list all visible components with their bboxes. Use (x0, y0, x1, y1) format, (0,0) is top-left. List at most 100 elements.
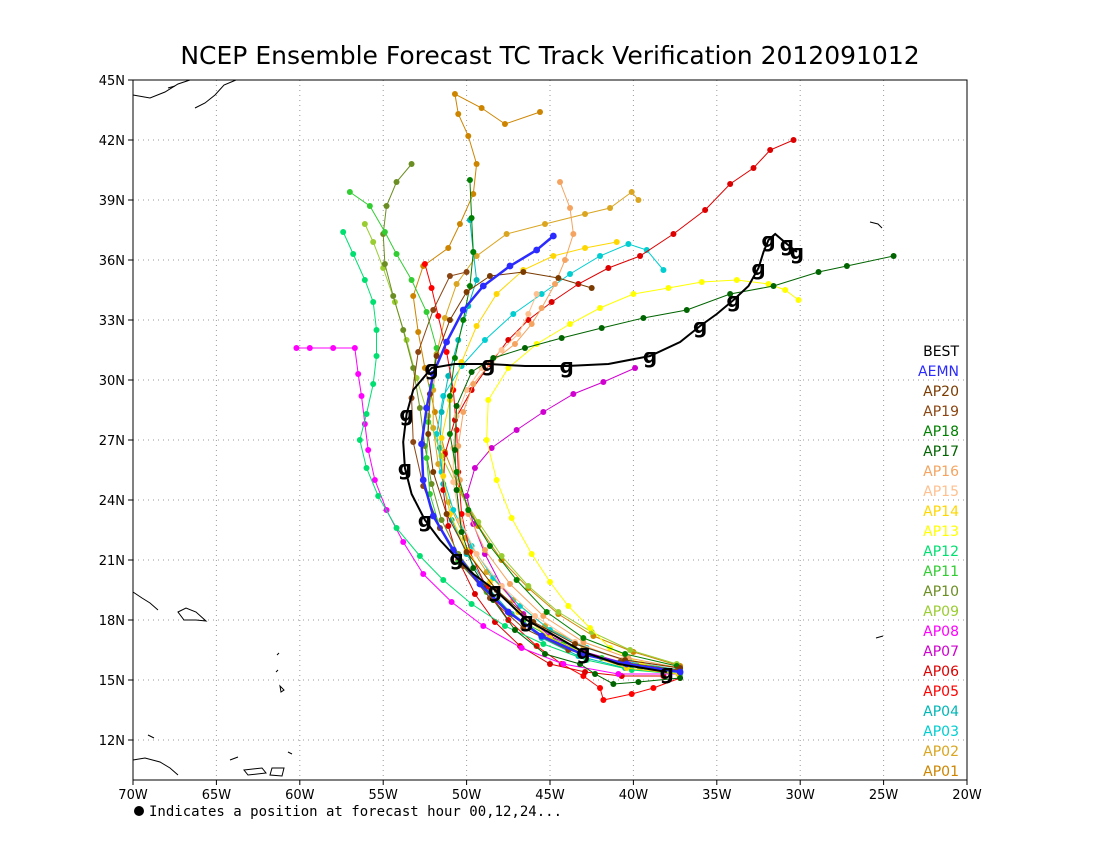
track-point-ap02 (607, 205, 614, 211)
track-point-ap17 (577, 661, 584, 667)
track-point-ap13 (587, 625, 594, 631)
track-point-ap18 (453, 469, 460, 475)
track-point-ap19 (446, 273, 453, 279)
track-point-ap02 (503, 231, 510, 237)
x-tick-label: 30W (785, 788, 815, 803)
track-point-ap12 (373, 353, 380, 359)
legend-item-ap01: AP01 (923, 764, 959, 780)
track-point-ap06 (727, 181, 734, 187)
track-point-ap20 (446, 317, 453, 323)
track-point-ap17 (458, 529, 465, 535)
track-point-ap02 (453, 281, 460, 287)
track-point-ap13 (597, 305, 604, 311)
legend-item-ap04: AP04 (923, 704, 959, 720)
track-point-ap15 (531, 613, 538, 619)
track-point-ap19 (520, 625, 527, 631)
track-point-ap17 (468, 369, 475, 375)
track-point-ap07 (488, 445, 495, 451)
track-point-ap06 (637, 253, 644, 259)
track-point-ap13 (493, 477, 500, 483)
track-point-ap05 (428, 285, 435, 291)
track-ap13 (486, 279, 799, 673)
legend-item-ap02: AP02 (923, 744, 959, 760)
hurricane-symbol: ɡ (660, 660, 674, 684)
track-point-ap03 (597, 253, 604, 259)
x-tick-label: 45W (535, 788, 565, 803)
track-point-ap02 (441, 315, 448, 321)
track-point-ap18 (580, 635, 587, 641)
coastline-south (132, 734, 293, 777)
track-point-ap17 (541, 651, 548, 657)
track-point-ap10 (416, 405, 423, 411)
track-point-ap06 (547, 661, 553, 667)
track-point-ap20 (493, 587, 500, 593)
legend-item-best: BEST (923, 344, 959, 360)
legend-item-ap16: AP16 (923, 464, 959, 480)
track-point-ap08 (560, 661, 567, 667)
track-point-ap12 (370, 381, 377, 387)
hurricane-symbol: ɡ (790, 240, 804, 264)
track-point-ap05 (600, 697, 607, 703)
track-point-ap08 (420, 571, 427, 577)
track-best (402, 232, 798, 673)
track-point-ap16 (552, 281, 559, 287)
hurricane-symbol: ɡ (481, 352, 495, 376)
track-point-ap16 (481, 547, 488, 553)
track-ap03 (436, 243, 681, 671)
track-point-ap03 (643, 247, 650, 253)
x-tick-label: 20W (952, 788, 982, 803)
y-tick-label: 18N (99, 614, 125, 629)
track-point-ap08 (518, 645, 525, 651)
track-point-ap17 (521, 345, 528, 351)
track-point-ap20 (463, 549, 470, 555)
x-tick-label: 70W (118, 788, 148, 803)
y-tick-label: 24N (99, 494, 125, 509)
track-point-ap20 (588, 285, 595, 291)
track-point-ap17 (727, 291, 734, 297)
track-point-ap07 (600, 379, 607, 385)
track-point-ap01 (421, 365, 428, 371)
track-point-ap13 (547, 579, 553, 585)
track-point-ap17 (511, 627, 518, 633)
track-point-ap13 (508, 515, 515, 521)
track-point-ap07 (632, 365, 639, 371)
track-point-ap14 (473, 323, 480, 329)
track-point-ap15 (463, 387, 470, 393)
track-point-ap10 (400, 327, 407, 333)
track-point-ap12 (393, 525, 400, 531)
track-point-ap12 (375, 493, 382, 499)
track-ap16 (457, 181, 681, 669)
track-point-ap04 (438, 409, 445, 415)
track-point-ap05 (650, 685, 657, 691)
track-point-ap07 (570, 391, 577, 397)
track-point-ap03 (538, 291, 545, 297)
track-point-ap13 (765, 281, 772, 287)
track-point-ap09 (475, 519, 482, 525)
track-point-ap01 (501, 121, 508, 127)
track-point-ap20 (430, 469, 437, 475)
legend-item-ap03: AP03 (923, 724, 959, 740)
track-point-ap15 (498, 583, 505, 589)
track-point-aemn (429, 370, 437, 378)
track-point-ap04 (445, 373, 452, 379)
track-point-ap20 (443, 511, 450, 517)
track-point-ap16 (511, 341, 518, 347)
track-point-ap11 (423, 455, 430, 461)
track-point-ap06 (767, 147, 774, 153)
track-point-ap12 (350, 251, 357, 257)
track-aemn (420, 235, 681, 674)
footnote-dot (134, 806, 144, 816)
track-point-ap08 (400, 539, 407, 545)
track-point-ap19 (430, 307, 437, 313)
track-point-ap16 (528, 321, 535, 327)
track-point-ap16 (455, 443, 462, 449)
track-point-ap12 (356, 437, 363, 443)
track-point-ap15 (498, 347, 505, 353)
track-point-ap12 (583, 657, 590, 663)
legend-item-ap08: AP08 (923, 624, 959, 640)
track-point-aemn (533, 246, 541, 254)
track-point-ap10 (428, 481, 435, 487)
track-point-ap02 (435, 461, 442, 467)
legend-item-ap19: AP19 (923, 404, 959, 420)
y-tick-label: 12N (99, 734, 125, 749)
